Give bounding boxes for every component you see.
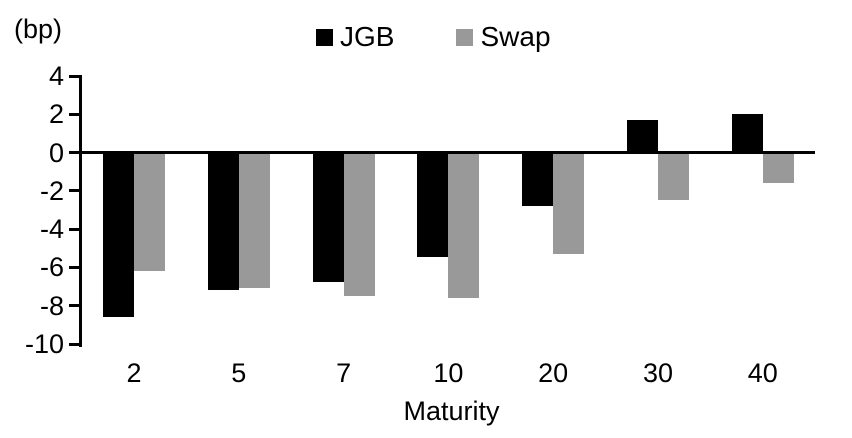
bar-jgb-20 (522, 154, 554, 206)
y-axis-tick-label: -2 (39, 175, 64, 206)
x-axis-line (79, 151, 815, 155)
y-axis-tick (69, 74, 79, 78)
x-axis-category-label: 2 (126, 358, 142, 388)
bar-swap-30 (658, 154, 689, 200)
bar-jgb-30 (627, 120, 658, 153)
y-axis-tick (69, 342, 79, 346)
x-axis-category-label: 20 (538, 358, 569, 388)
x-axis-category-label: 10 (433, 358, 464, 388)
legend-swatch-jgb-icon (316, 28, 333, 46)
bar-jgb-40 (731, 114, 763, 153)
y-axis-tick (69, 304, 79, 308)
legend-swatch-swap-icon (456, 28, 474, 46)
x-axis-category-label: 7 (336, 358, 352, 388)
bar-jgb-10 (417, 154, 449, 258)
y-axis-unit-label: (bp) (14, 14, 63, 44)
y-axis-tick (69, 112, 79, 116)
x-axis-category-label: 30 (642, 358, 674, 388)
legend-item-jgb: JGB (316, 22, 394, 52)
bar-jgb-2 (103, 154, 134, 317)
y-axis-tick-label: -6 (39, 252, 64, 283)
y-axis-tick-label: 0 (48, 137, 64, 168)
y-axis-tick (69, 227, 79, 231)
x-axis-category-label: 5 (231, 358, 247, 388)
x-axis-title: Maturity (403, 396, 500, 426)
bar-swap-40 (762, 154, 794, 183)
x-axis-category-label: 40 (747, 358, 778, 388)
y-axis-tick-label: -4 (39, 214, 64, 245)
bar-jgb-5 (207, 154, 239, 290)
bar-swap-20 (553, 154, 585, 254)
bar-jgb-7 (312, 154, 344, 283)
y-axis-tick (69, 189, 79, 193)
bar-swap-7 (343, 154, 375, 296)
y-axis-line (79, 75, 82, 347)
y-axis-tick-label: 4 (48, 61, 64, 91)
y-axis-tick-label: -8 (39, 290, 64, 321)
legend: JGB Swap (316, 22, 551, 52)
legend-label-swap: Swap (480, 21, 551, 52)
legend-item-swap: Swap (456, 21, 551, 52)
bar-swap-5 (238, 154, 270, 289)
bar-swap-2 (134, 154, 165, 271)
y-axis-tick-label: -10 (24, 329, 64, 359)
y-axis-tick (69, 151, 79, 155)
y-axis-tick (69, 265, 79, 269)
y-axis-tick-label: 2 (48, 99, 64, 130)
legend-label-jgb: JGB (340, 21, 395, 52)
bar-swap-10 (448, 154, 480, 298)
